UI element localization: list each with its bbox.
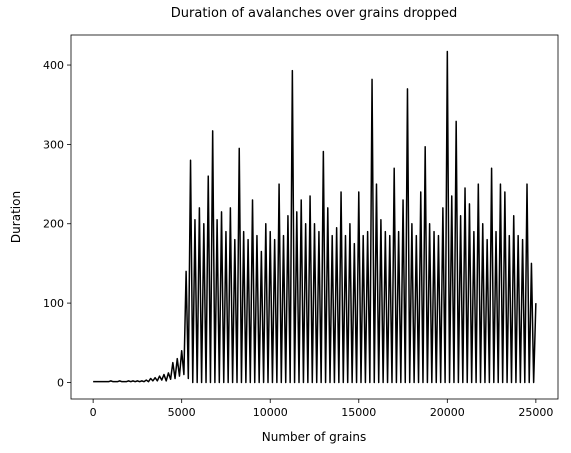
- y-axis-label: Duration: [9, 191, 23, 243]
- y-tick-label: 400: [43, 59, 64, 72]
- x-tick-label: 5000: [168, 406, 196, 419]
- y-tick-label: 300: [43, 138, 64, 151]
- y-tick-label: 0: [57, 376, 64, 389]
- x-tick-label: 0: [90, 406, 97, 419]
- x-tick-label: 15000: [341, 406, 376, 419]
- y-tick-label: 200: [43, 218, 64, 231]
- x-tick-label: 20000: [430, 406, 465, 419]
- data-line: [93, 50, 537, 384]
- x-tick-label: 10000: [253, 406, 288, 419]
- x-tick-label: 25000: [518, 406, 553, 419]
- axes-frame: [70, 34, 559, 400]
- x-axis-label: Number of grains: [262, 430, 367, 444]
- y-tick-label: 100: [43, 297, 64, 310]
- chart-title: Duration of avalanches over grains dropp…: [171, 6, 457, 21]
